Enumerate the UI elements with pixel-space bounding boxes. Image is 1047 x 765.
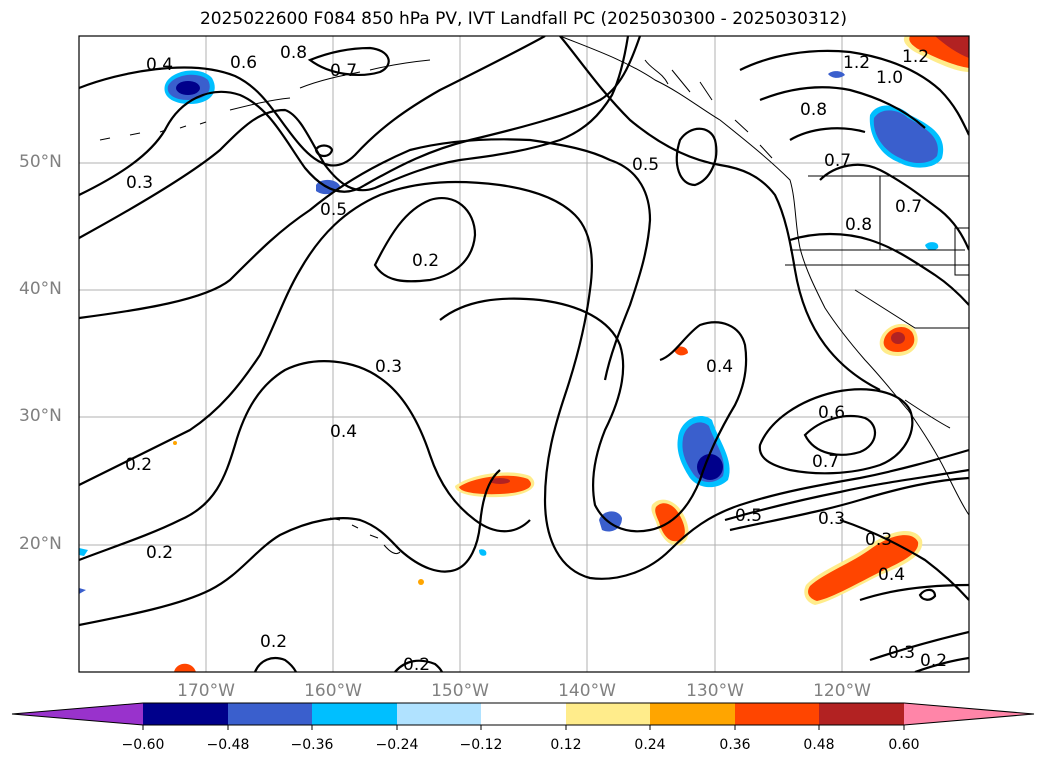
contour-label: 0.7 bbox=[330, 61, 357, 81]
contour-label: 1.2 bbox=[843, 53, 870, 73]
lat-label: 30°N bbox=[19, 406, 62, 426]
lat-label: 40°N bbox=[19, 279, 62, 299]
lon-label: 140°W bbox=[558, 681, 616, 701]
contour-label: 0.5 bbox=[735, 506, 762, 526]
contour-labels: 0.8 0.4 0.6 0.7 0.3 0.5 0.2 0.3 0.4 0.2 … bbox=[125, 43, 947, 675]
contour-label: 0.2 bbox=[125, 455, 152, 475]
lon-label: 120°W bbox=[813, 681, 871, 701]
contour-label: 0.3 bbox=[375, 357, 402, 377]
contour-label: 0.4 bbox=[878, 565, 905, 585]
colorbar-tick-label: −0.60 bbox=[121, 737, 165, 753]
lat-label: 50°N bbox=[19, 152, 62, 172]
contour-label: 0.3 bbox=[818, 509, 845, 529]
contour-label: 1.2 bbox=[902, 47, 929, 67]
contour-label: 0.2 bbox=[412, 251, 439, 271]
contour-label: 0.5 bbox=[320, 200, 347, 220]
contour-label: 0.3 bbox=[126, 173, 153, 193]
pv-contours bbox=[79, 36, 969, 672]
contour-label: 0.2 bbox=[920, 651, 947, 671]
contour-label: 0.7 bbox=[812, 452, 839, 472]
contour-label: 0.4 bbox=[706, 357, 733, 377]
contour-label: 0.5 bbox=[632, 155, 659, 175]
colorbar-tick-label: 0.60 bbox=[888, 737, 920, 753]
contour-label: 1.0 bbox=[876, 68, 903, 88]
contour-label: 0.7 bbox=[824, 151, 851, 171]
colorbar-tick-label: −0.36 bbox=[290, 737, 334, 753]
contour-label: 0.4 bbox=[330, 422, 357, 442]
contour-label: 0.8 bbox=[800, 100, 827, 120]
contour-label: 0.4 bbox=[146, 55, 173, 75]
contour-label: 0.6 bbox=[230, 53, 257, 73]
lon-label: 160°W bbox=[304, 681, 362, 701]
contour-label: 0.8 bbox=[845, 215, 872, 235]
shaded-anomalies bbox=[79, 36, 969, 672]
contour-label: 0.3 bbox=[865, 530, 892, 550]
contour-label: 0.7 bbox=[895, 197, 922, 217]
colorbar-tick-label: 0.24 bbox=[634, 737, 666, 753]
map-title: 2025022600 F084 850 hPa PV, IVT Landfall… bbox=[199, 9, 847, 29]
coastlines bbox=[99, 36, 969, 555]
contour-label: 0.3 bbox=[888, 643, 915, 663]
colorbar-tick-label: 0.48 bbox=[803, 737, 835, 753]
lon-label: 170°W bbox=[177, 681, 235, 701]
lon-label: 130°W bbox=[686, 681, 744, 701]
contour-label: 0.8 bbox=[280, 43, 307, 63]
contour-label: 0.2 bbox=[403, 655, 430, 675]
contour-label: 0.6 bbox=[818, 403, 845, 423]
colorbar-tick-label: 0.12 bbox=[550, 737, 582, 753]
colorbar-tick-label: −0.48 bbox=[206, 737, 250, 753]
colorbar-tick-label: −0.24 bbox=[375, 737, 419, 753]
lon-label: 150°W bbox=[431, 681, 489, 701]
contour-label: 0.2 bbox=[260, 632, 287, 652]
contour-label: 0.2 bbox=[146, 543, 173, 563]
map-frame bbox=[78, 35, 970, 673]
colorbar-tick-label: −0.12 bbox=[459, 737, 503, 753]
colorbar-tick-label: 0.36 bbox=[719, 737, 751, 753]
lat-label: 20°N bbox=[19, 534, 62, 554]
